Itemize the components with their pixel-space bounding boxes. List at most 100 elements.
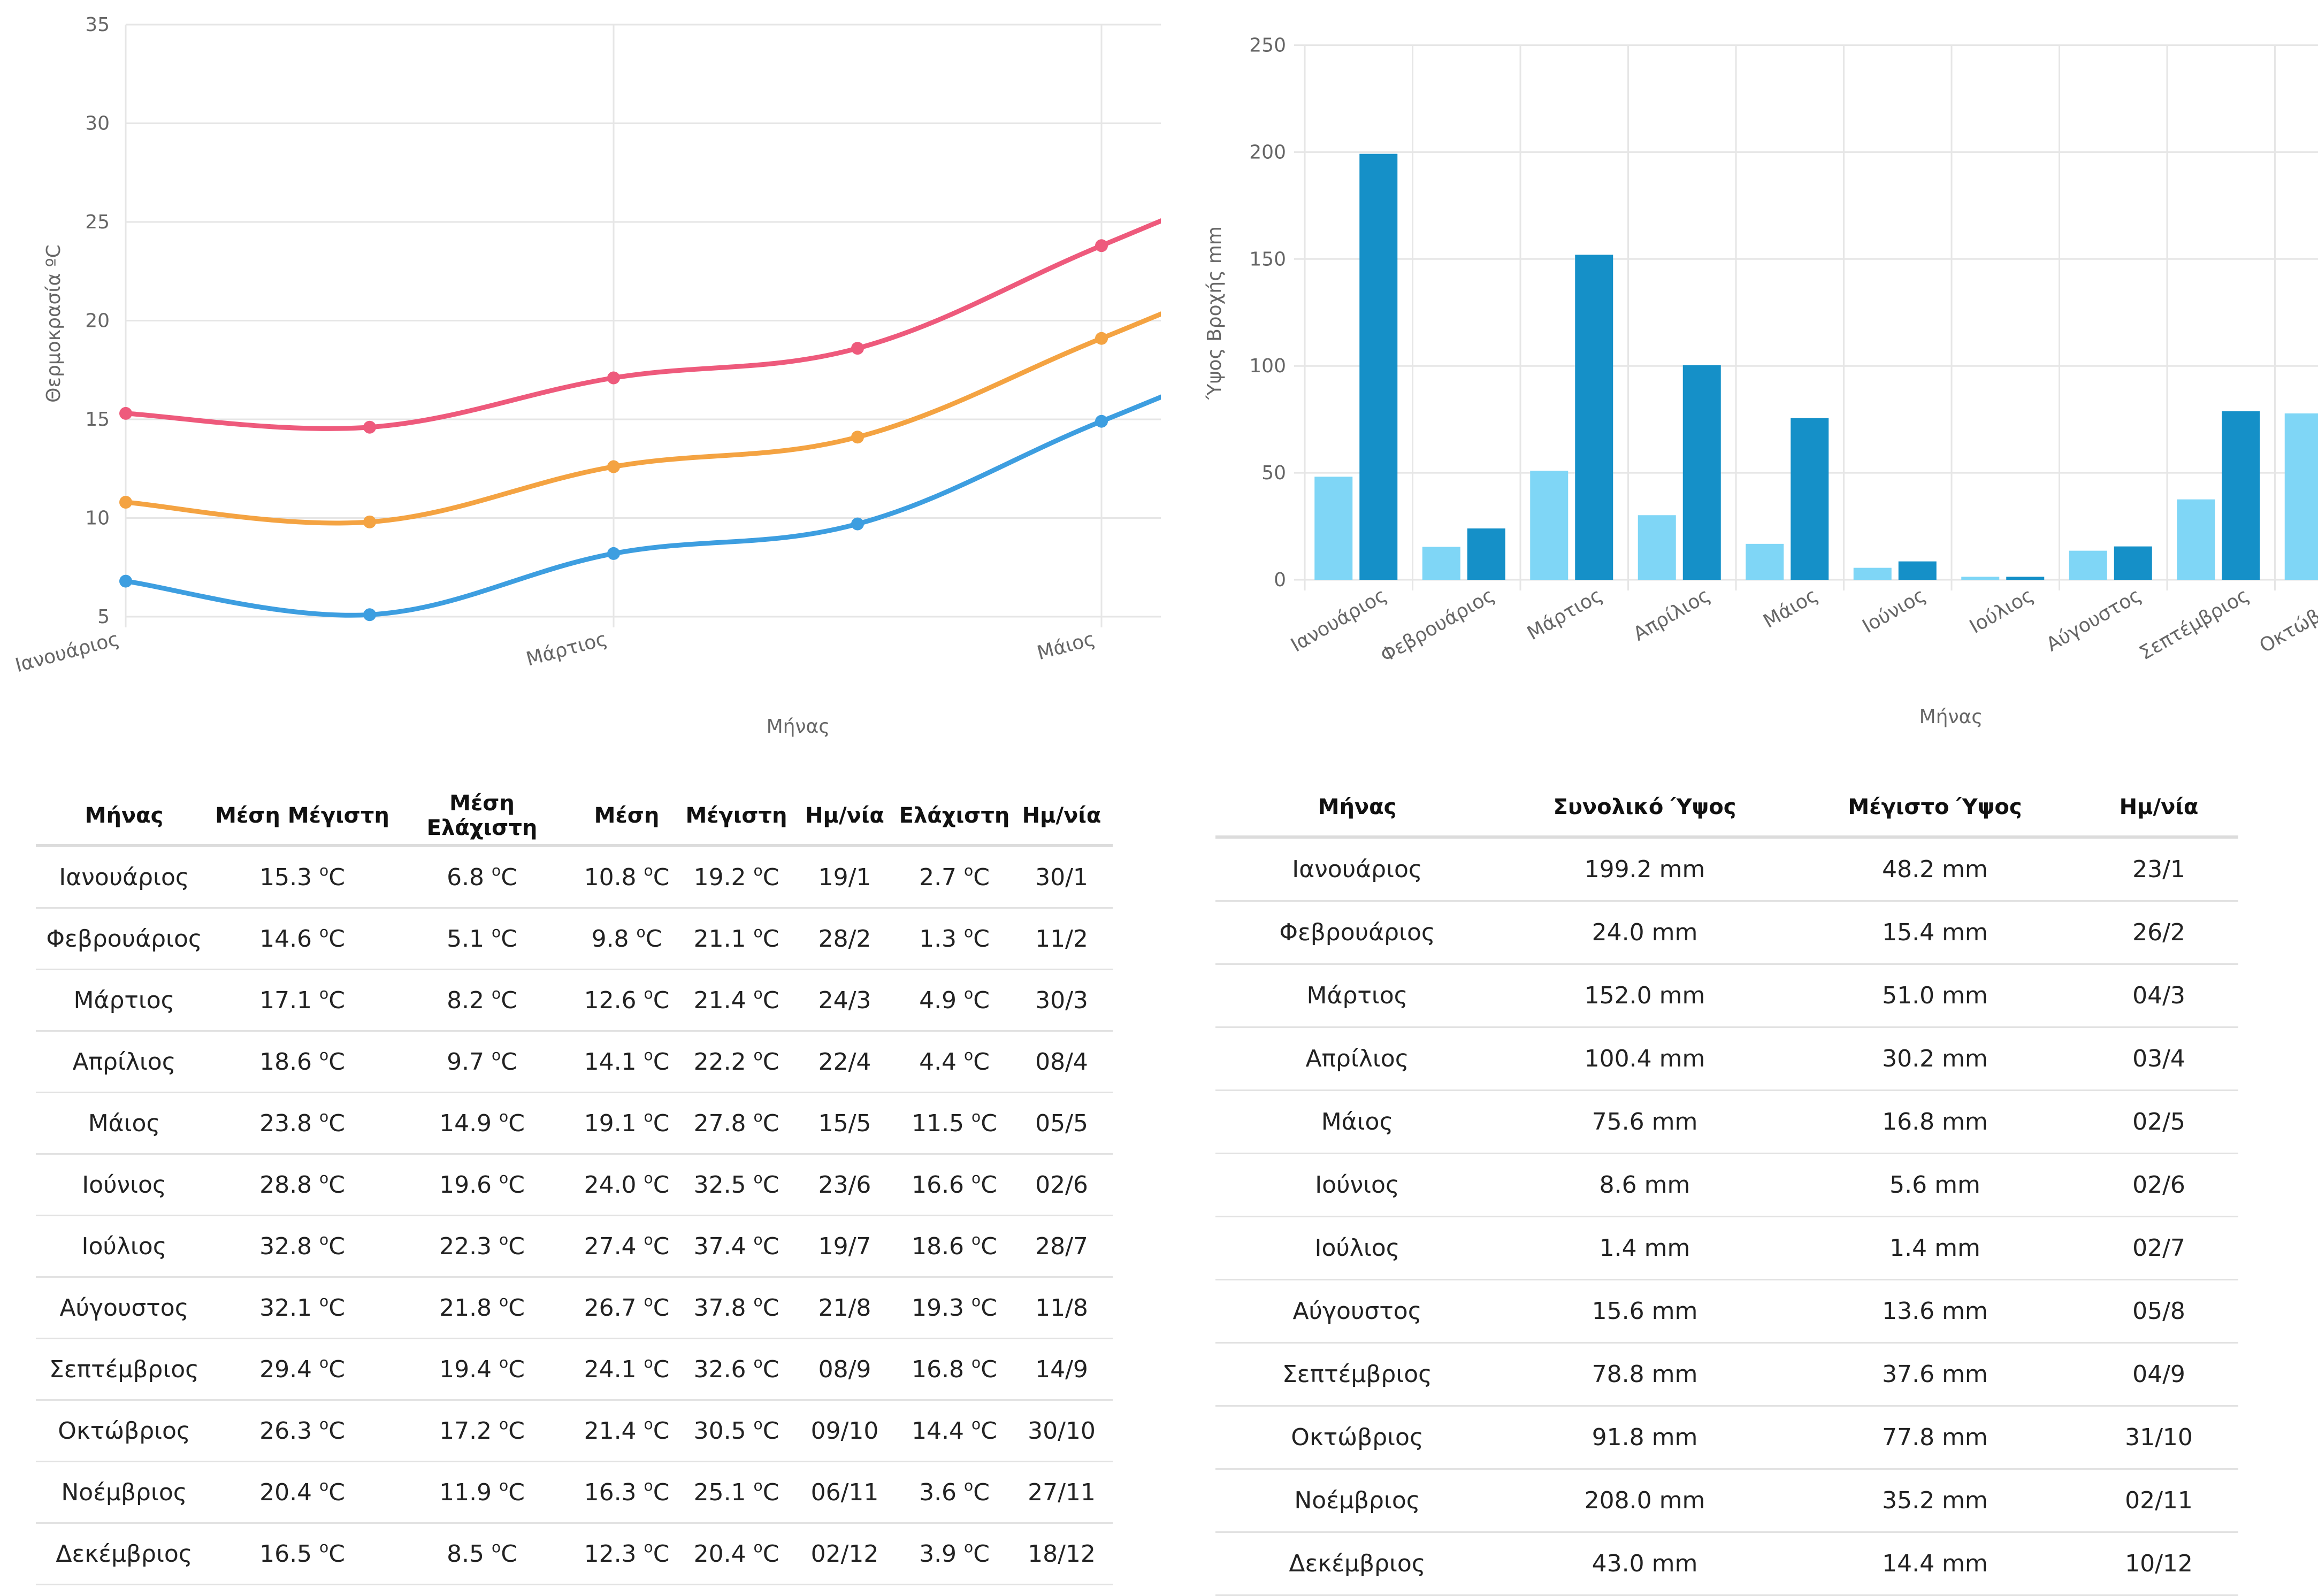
rainfall-x-tick-label: Φεβρουάριος <box>1377 584 1498 667</box>
temperature-table-cell: Μάρτιος <box>36 969 212 1032</box>
temperature-table-cell: 14.1 oC <box>572 1031 682 1093</box>
temperature-table-cell: 19/7 <box>791 1215 898 1278</box>
rainfall-table-cell: 03/4 <box>2079 1027 2238 1091</box>
temperature-data-point <box>363 515 376 528</box>
rainfall-table-cell: Ιούνιος <box>1215 1153 1499 1217</box>
rainfall-bar <box>1359 154 1398 580</box>
rainfall-table-cell: Φεβρουάριος <box>1215 901 1499 965</box>
temperature-table-cell: 19/1 <box>791 846 898 909</box>
temperature-table-cell: 22.2 oC <box>682 1031 791 1093</box>
temperature-table-cell: Οκτώβριος <box>36 1400 212 1462</box>
temperature-table-cell: 19.1 oC <box>572 1092 682 1155</box>
temperature-table-cell: 2.7 oC <box>898 846 1011 909</box>
rainfall-table-cell: 10/12 <box>2079 1532 2238 1596</box>
temperature-table-cell: 17.1 oC <box>212 969 392 1032</box>
rainfall-table-cell: Νοέμβριος <box>1215 1469 1499 1533</box>
rainfall-table-cell: 8.6 mm <box>1499 1153 1791 1217</box>
temperature-data-point <box>119 495 132 509</box>
rainfall-table-cell: 04/9 <box>2079 1342 2238 1407</box>
temperature-table-cell: 19.6 oC <box>392 1154 572 1216</box>
temperature-data-point <box>1095 332 1108 345</box>
table-row: Νοέμβριος 208.0 mm 35.2 mm 02/11 <box>1215 1469 2238 1533</box>
rainfall-bar <box>2006 577 2045 580</box>
rainfall-bar <box>1314 477 1353 580</box>
rainfall-table-cell: 02/6 <box>2079 1153 2238 1217</box>
temperature-table-cell: 08/9 <box>791 1338 898 1401</box>
temperature-data-point <box>851 342 864 355</box>
rainfall-table-cell: 51.0 mm <box>1791 964 2079 1028</box>
rainfall-bar <box>1746 543 1784 580</box>
rainfall-bar <box>1422 547 1460 580</box>
temperature-table-header-cell: Μέση <box>572 787 682 847</box>
rainfall-x-tick-label: Αύγουστος <box>2042 584 2145 656</box>
rainfall-table-cell: 16.8 mm <box>1791 1090 2079 1154</box>
temperature-table-cell: 5.1 oC <box>392 908 572 970</box>
table-row: Φεβρουάριος 24.0 mm 15.4 mm 26/2 <box>1215 901 2238 965</box>
rainfall-table-cell: 77.8 mm <box>1791 1406 2079 1470</box>
rainfall-table-cell: 48.2 mm <box>1791 837 2079 902</box>
temperature-table-cell: Απρίλιος <box>36 1031 212 1093</box>
temperature-table-cell: 3.6 oC <box>898 1461 1011 1524</box>
temperature-data-point <box>363 420 376 434</box>
temperature-table-cell: 37.8 oC <box>682 1277 791 1339</box>
temperature-table: Μήνας Μέση Μέγιστη Μέση Ελάχιστη Μέση Μέγιστ… <box>36 787 1113 1585</box>
temperature-data-point <box>1095 415 1108 428</box>
rainfall-table-cell: 24.0 mm <box>1499 901 1791 965</box>
temperature-table-cell: 15/5 <box>791 1092 898 1155</box>
temperature-table-cell: 24/3 <box>791 969 898 1032</box>
temperature-table-cell: 23/6 <box>791 1154 898 1216</box>
table-row: Σεπτέμβριος 29.4 oC 19.4 oC 24.1 oC 32.6 oC 0… <box>36 1338 1113 1401</box>
temperature-data-point <box>851 517 864 531</box>
temperature-table-cell: 26.3 oC <box>212 1400 392 1462</box>
table-row: Νοέμβριος 20.4 oC 11.9 oC 16.3 oC 25.1 oC 06/… <box>36 1461 1113 1524</box>
rainfall-y-axis-label: Ύψος Βροχής mm <box>1204 226 1226 400</box>
rainfall-table-cell: 75.6 mm <box>1499 1090 1791 1154</box>
temperature-table-cell: Νοέμβριος <box>36 1461 212 1524</box>
temperature-table-cell: 9.8 oC <box>572 908 682 970</box>
rainfall-bar <box>1467 528 1505 580</box>
rainfall-bar <box>1791 418 1829 580</box>
temperature-table-cell: 02/12 <box>791 1523 898 1585</box>
table-row: Σεπτέμβριος 78.8 mm 37.6 mm 04/9 <box>1215 1342 2238 1407</box>
temperature-table-header-cell: Ημ/νία <box>791 787 898 847</box>
rainfall-x-tick-label: Οκτώβριος <box>2256 584 2318 657</box>
rainfall-table-cell: 37.6 mm <box>1791 1342 2079 1407</box>
rainfall-bar <box>1682 365 1721 580</box>
rainfall-table-header-cell: Μέγιστο Ύψος <box>1791 779 2079 839</box>
temperature-table-header-cell: Μέγιστη <box>682 787 791 847</box>
rainfall-table-cell: Δεκέμβριος <box>1215 1532 1499 1596</box>
rainfall-y-tick-label: 150 <box>1249 248 1286 270</box>
temperature-table-cell: 08/4 <box>1011 1031 1113 1093</box>
temperature-table-cell: Μάιος <box>36 1092 212 1155</box>
rainfall-bar <box>1575 255 1613 580</box>
temperature-table-cell: 17.2 oC <box>392 1400 572 1462</box>
temperature-table-cell: 18/12 <box>1011 1523 1113 1585</box>
temperature-table-cell: 9.7 oC <box>392 1031 572 1093</box>
temperature-table-header-cell: Ελάχιστη <box>898 787 1011 847</box>
table-row: Απρίλιος 18.6 oC 9.7 oC 14.1 oC 22.2 oC 22/4 4… <box>36 1031 1113 1093</box>
temperature-table-cell: 14.4 oC <box>898 1400 1011 1462</box>
rainfall-x-tick-label: Ιούνιος <box>1859 584 1930 638</box>
rainfall-y-tick-label: 100 <box>1249 355 1286 377</box>
rainfall-table: Μήνας Συνολικό Ύψος Μέγιστο Ύψος Ημ/νία Ιαν… <box>1215 779 2238 1596</box>
rainfall-table-cell: 1.4 mm <box>1499 1216 1791 1280</box>
temperature-table-cell: 4.9 oC <box>898 969 1011 1032</box>
rainfall-bar <box>2177 499 2215 580</box>
temperature-table-header: Μήνας Μέση Μέγιστη Μέση Ελάχιστη Μέση Μέγιστ… <box>36 787 1113 847</box>
temperature-table-cell: 28/7 <box>1011 1215 1113 1278</box>
rainfall-table-cell: Ιούλιος <box>1215 1216 1499 1280</box>
temperature-table-cell: Ιούνιος <box>36 1154 212 1216</box>
rainfall-x-tick-label: Σεπτέμβριος <box>2136 584 2253 664</box>
temperature-table-cell: Ιούλιος <box>36 1215 212 1278</box>
temperature-table-cell: 11.9 oC <box>392 1461 572 1524</box>
temperature-table-header-cell: Ημ/νία <box>1011 787 1113 847</box>
table-row: Ιούνιος 28.8 oC 19.6 oC 24.0 oC 32.5 oC 23/6 1… <box>36 1154 1113 1216</box>
temperature-data-point <box>119 406 132 420</box>
temperature-table-cell: 16.6 oC <box>898 1154 1011 1216</box>
rainfall-bar <box>1898 561 1937 580</box>
table-row: Αύγουστος 15.6 mm 13.6 mm 05/8 <box>1215 1279 2238 1344</box>
temperature-table-cell: 32.8 oC <box>212 1215 392 1278</box>
rainfall-table-header-cell: Μήνας <box>1215 779 1499 839</box>
temperature-table-cell: 22.3 oC <box>392 1215 572 1278</box>
